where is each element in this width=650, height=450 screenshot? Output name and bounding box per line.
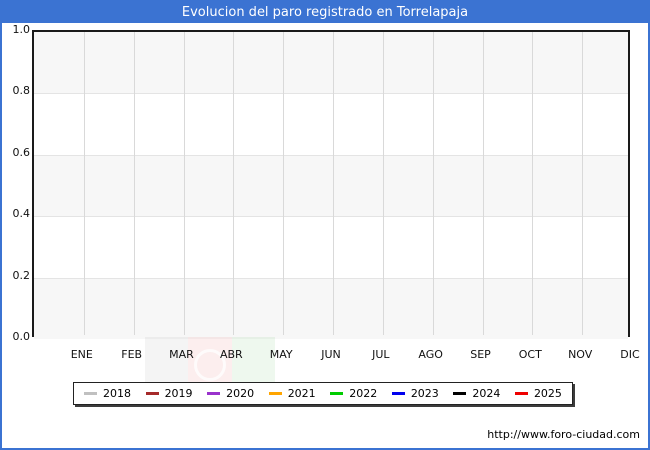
x-tick-label: FEB xyxy=(121,348,143,361)
legend-label: 2019 xyxy=(164,387,193,400)
legend-swatch xyxy=(145,392,159,395)
gridline-vertical xyxy=(133,32,135,335)
gridline-vertical xyxy=(83,32,85,335)
x-tick-label: ABR xyxy=(219,348,243,361)
legend: 2018 2019 2020 2021 2022 2023 2024 2025 xyxy=(73,382,573,405)
legend-label: 2024 xyxy=(472,387,501,400)
gridline-vertical xyxy=(582,32,584,335)
plot-band xyxy=(34,32,628,94)
x-tick-label: JUL xyxy=(372,348,390,361)
gridline-vertical xyxy=(233,32,235,335)
legend-swatch xyxy=(84,392,97,395)
x-tick-label: MAR xyxy=(169,348,194,361)
x-tick-label: DIC xyxy=(620,348,640,361)
legend-item-2023: 2023 xyxy=(391,387,439,400)
legend-swatch xyxy=(391,392,405,395)
y-tick-label: 0.8 xyxy=(12,84,31,98)
plot-band xyxy=(34,154,628,217)
gridline-vertical xyxy=(333,32,334,335)
x-tick-label: SEP xyxy=(470,348,491,361)
legend-swatch xyxy=(453,392,467,395)
x-tick-label: AGO xyxy=(418,348,443,361)
y-tick-label: 1.0 xyxy=(12,23,31,36)
x-axis-labels: ENE FEB MAR ABR MAY JUN JUL AGO SEP OCT … xyxy=(32,348,640,362)
footer-url[interactable]: http://www.foro-ciudad.com xyxy=(487,428,640,441)
legend-swatch xyxy=(330,392,344,395)
gridline-vertical xyxy=(382,32,384,335)
legend-swatch xyxy=(514,392,528,395)
legend-swatch xyxy=(268,392,282,395)
legend-label: 2020 xyxy=(226,387,255,400)
y-tick-label: 0.6 xyxy=(12,145,31,159)
x-tick-label: ENE xyxy=(70,348,93,361)
legend-item-2024: 2024 xyxy=(453,388,500,399)
legend-label: 2022 xyxy=(349,387,378,400)
x-tick-label: NOV xyxy=(568,348,593,361)
legend-item-2018: 2018 xyxy=(84,388,131,399)
gridline-vertical xyxy=(432,32,434,335)
legend-label: 2025 xyxy=(533,387,562,400)
watermark-emblem xyxy=(193,348,226,381)
y-tick-label: 0.4 xyxy=(12,207,31,221)
plot-band xyxy=(34,277,628,339)
legend-item-2019: 2019 xyxy=(145,387,193,400)
legend-label: 2023 xyxy=(410,387,439,400)
gridline-vertical xyxy=(482,32,484,335)
legend-item-2020: 2020 xyxy=(207,388,254,399)
y-tick-label: 0.0 xyxy=(12,330,31,343)
chart-title: Evolucion del paro registrado en Torrela… xyxy=(2,2,648,23)
legend-item-2022: 2022 xyxy=(330,388,377,399)
plot-band xyxy=(34,216,628,278)
y-tick-label: 0.2 xyxy=(12,268,31,282)
x-tick-label: JUN xyxy=(321,348,341,361)
plot-area xyxy=(32,30,630,339)
gridline-vertical xyxy=(532,32,534,335)
x-tick-label: OCT xyxy=(518,348,542,361)
legend-label: 2018 xyxy=(103,387,131,400)
gridline-vertical xyxy=(183,32,185,335)
gridline-vertical xyxy=(283,32,285,335)
plot-band xyxy=(34,93,628,155)
x-tick-label: MAY xyxy=(269,348,293,361)
legend-label: 2021 xyxy=(287,387,316,400)
legend-swatch xyxy=(207,392,221,395)
legend-item-2021: 2021 xyxy=(268,387,316,400)
legend-item-2025: 2025 xyxy=(514,387,562,400)
